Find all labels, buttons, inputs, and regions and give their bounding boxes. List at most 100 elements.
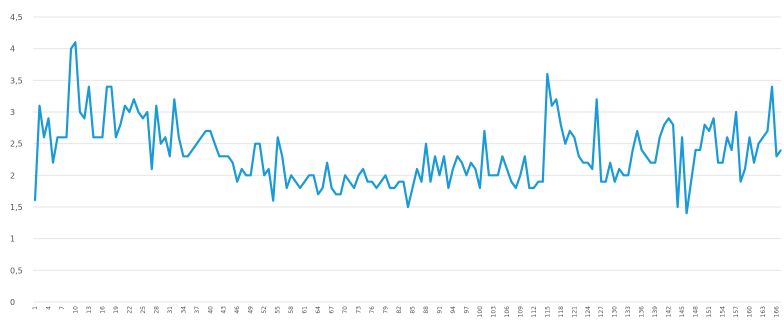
- x-axis-ticks: 1 4 7 10 13 16 19 22 25 28 31 34 37 40 43 46 49 52 55 58 61 6…: [32, 306, 781, 318]
- data-point: [110, 86, 112, 88]
- data-point: [182, 155, 184, 157]
- x-tick-label: 13: [86, 306, 93, 314]
- data-point: [263, 174, 265, 176]
- y-tick-label: 2: [10, 171, 15, 180]
- data-point: [398, 181, 400, 183]
- data-point: [34, 200, 36, 202]
- y-tick-label: 2,5: [10, 140, 23, 149]
- data-point: [542, 181, 544, 183]
- data-point: [582, 162, 584, 164]
- data-point: [411, 187, 414, 189]
- x-tick-label: 133: [625, 306, 632, 318]
- data-point: [537, 181, 539, 183]
- y-tick-label: 0,5: [10, 266, 23, 275]
- x-tick-label: 43: [221, 306, 228, 314]
- x-tick-label: 121: [571, 306, 578, 318]
- data-point: [128, 111, 130, 113]
- data-point: [223, 155, 225, 157]
- data-point: [443, 155, 445, 157]
- y-tick-label: 0: [10, 298, 15, 307]
- x-tick-label: 49: [248, 306, 255, 314]
- data-point: [61, 136, 63, 138]
- data-point: [241, 168, 243, 170]
- data-point: [686, 212, 688, 214]
- data-point: [618, 168, 620, 170]
- data-point: [474, 168, 476, 170]
- data-point: [748, 136, 751, 138]
- data-point: [124, 105, 126, 107]
- x-tick-label: 112: [531, 306, 538, 318]
- data-point: [461, 162, 463, 164]
- data-point: [250, 174, 252, 176]
- data-point: [187, 155, 189, 157]
- data-point: [695, 149, 697, 151]
- x-tick-label: 4: [45, 306, 52, 310]
- x-tick-label: 79: [383, 306, 390, 314]
- data-point: [281, 155, 283, 157]
- data-point: [335, 193, 337, 195]
- data-point: [731, 149, 733, 151]
- data-point: [119, 124, 121, 126]
- data-point: [101, 136, 103, 138]
- x-tick-label: 163: [760, 306, 767, 318]
- data-point: [465, 174, 467, 176]
- data-point: [367, 181, 369, 183]
- x-tick-label: 160: [747, 306, 754, 318]
- data-point: [47, 117, 50, 119]
- data-point: [290, 174, 292, 176]
- data-point: [70, 48, 72, 50]
- data-point: [313, 174, 315, 176]
- data-point: [191, 149, 193, 151]
- data-point: [573, 136, 575, 138]
- gridlines: [33, 16, 781, 303]
- data-point: [79, 111, 81, 113]
- data-point: [151, 168, 153, 170]
- data-point: [519, 174, 521, 176]
- data-point: [483, 130, 485, 132]
- data-point: [420, 181, 423, 183]
- data-point: [668, 117, 670, 119]
- data-point: [506, 168, 508, 170]
- x-tick-label: 157: [733, 306, 740, 318]
- x-tick-label: 142: [666, 306, 673, 318]
- data-point: [245, 174, 247, 176]
- data-point: [762, 136, 764, 138]
- data-point: [317, 193, 319, 195]
- data-point: [699, 149, 701, 151]
- data-point: [83, 117, 85, 119]
- data-point: [726, 136, 728, 138]
- x-tick-label: 37: [194, 306, 201, 314]
- data-point: [380, 181, 382, 183]
- data-point: [133, 98, 135, 100]
- x-tick-label: 58: [288, 306, 295, 314]
- data-point: [766, 130, 769, 132]
- data-point: [178, 136, 180, 138]
- data-point: [533, 187, 535, 189]
- x-tick-label: 1: [32, 306, 39, 310]
- x-tick-label: 151: [706, 306, 713, 318]
- data-point: [713, 117, 715, 119]
- data-point: [160, 143, 162, 145]
- data-point: [227, 155, 229, 157]
- y-tick-label: 1: [10, 235, 15, 244]
- data-point: [155, 105, 157, 107]
- data-point: [614, 181, 616, 183]
- data-point: [438, 174, 441, 176]
- data-point: [645, 155, 647, 157]
- data-point: [92, 136, 94, 138]
- x-tick-label: 100: [477, 306, 484, 318]
- data-point: [600, 181, 602, 183]
- data-point: [757, 143, 760, 145]
- y-tick-label: 3,5: [10, 76, 23, 85]
- data-point: [690, 181, 692, 183]
- data-point: [488, 174, 490, 176]
- data-point: [515, 187, 517, 189]
- data-point: [331, 187, 333, 189]
- data-point: [492, 174, 494, 176]
- data-point: [564, 143, 566, 145]
- x-tick-label: 64: [315, 306, 322, 314]
- x-tick-label: 139: [652, 306, 659, 318]
- data-point: [605, 181, 607, 183]
- x-tick-label: 31: [167, 306, 174, 314]
- x-tick-label: 97: [463, 306, 470, 314]
